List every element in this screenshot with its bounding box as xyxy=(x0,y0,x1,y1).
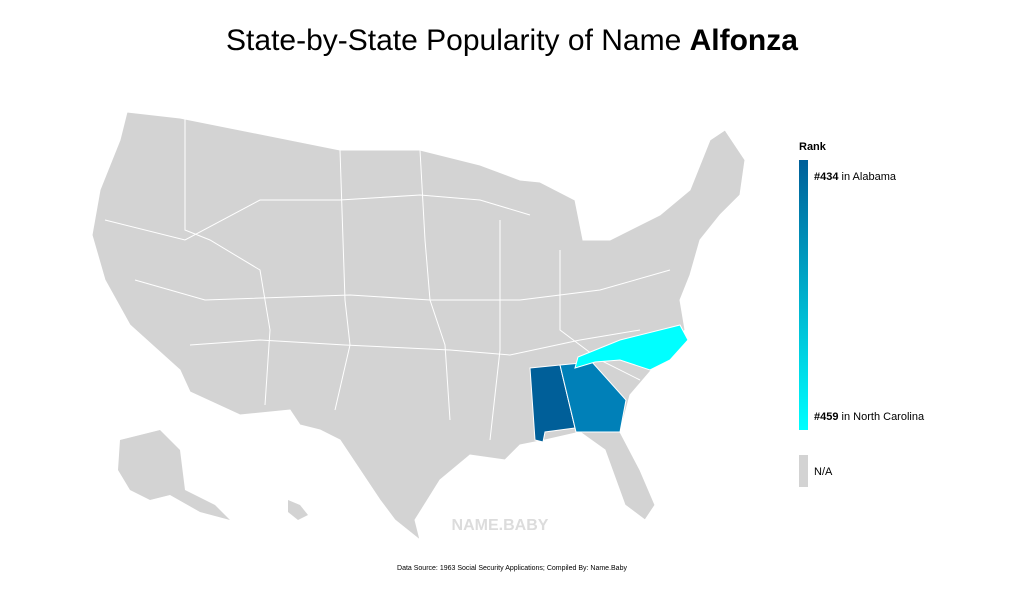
state-north-carolina xyxy=(574,324,689,371)
border xyxy=(489,220,501,441)
state-borders xyxy=(104,118,671,441)
alaska xyxy=(118,430,230,520)
watermark: NAME.BABY xyxy=(452,517,549,534)
title: State-by-State Popularity of Name Alfonz… xyxy=(226,24,798,57)
border xyxy=(189,329,641,356)
title-text: State-by-State Popularity of Name xyxy=(226,24,681,57)
legend-bottom-text: in North Carolina xyxy=(842,411,925,423)
legend-top: #434 in Alabama xyxy=(814,171,897,183)
legend: Rank #434 in Alabama #459 in North Carol… xyxy=(799,141,925,487)
hawaii xyxy=(288,500,308,520)
footer: Data Source: 1963 Social Security Applic… xyxy=(397,565,627,572)
legend-na: N/A xyxy=(814,466,833,478)
title-name: Alfonza xyxy=(690,24,799,57)
legend-title: Rank xyxy=(799,141,827,153)
border xyxy=(104,194,531,241)
border xyxy=(184,118,271,406)
legend-top-text: in Alabama xyxy=(842,171,897,183)
border xyxy=(559,250,641,381)
legend-bottom-rank: #459 xyxy=(814,411,838,423)
legend-top-rank: #434 xyxy=(814,171,839,183)
legend-bottom: #459 in North Carolina xyxy=(814,411,925,423)
us-map xyxy=(91,111,746,542)
legend-gradient xyxy=(799,160,808,430)
border xyxy=(134,269,671,301)
legend-na-swatch xyxy=(799,455,808,487)
border xyxy=(334,149,351,411)
us-outline xyxy=(91,111,746,542)
